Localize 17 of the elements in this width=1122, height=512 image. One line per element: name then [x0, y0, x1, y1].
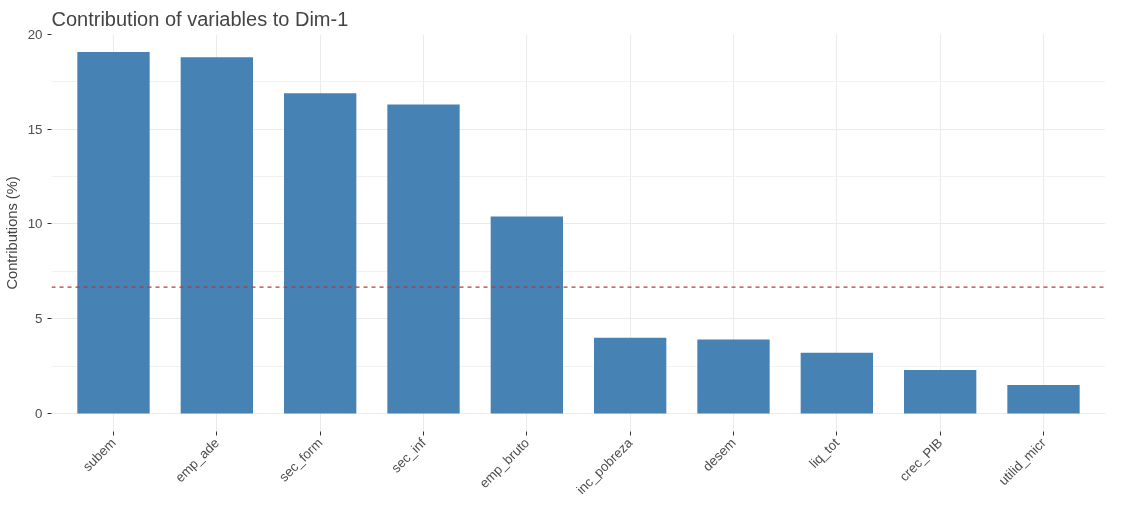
- bar: [180, 57, 253, 414]
- bar: [387, 104, 460, 414]
- y-tick-label: 20: [27, 27, 43, 42]
- chart-title: Contribution of variables to Dim-1: [51, 7, 349, 30]
- bar: [1007, 385, 1080, 414]
- y-tick-label: 5: [35, 311, 43, 327]
- bar: [284, 93, 357, 414]
- bar: [594, 337, 667, 414]
- y-tick-label: 0: [35, 406, 43, 421]
- bar: [490, 216, 563, 414]
- y-tick-label: 15: [27, 121, 43, 137]
- bar: [77, 52, 150, 414]
- y-tick-label: 10: [27, 216, 43, 232]
- y-axis-title: Contributions (%): [3, 176, 20, 290]
- bar: [697, 339, 770, 414]
- bar: [800, 352, 873, 414]
- bar: [904, 369, 977, 414]
